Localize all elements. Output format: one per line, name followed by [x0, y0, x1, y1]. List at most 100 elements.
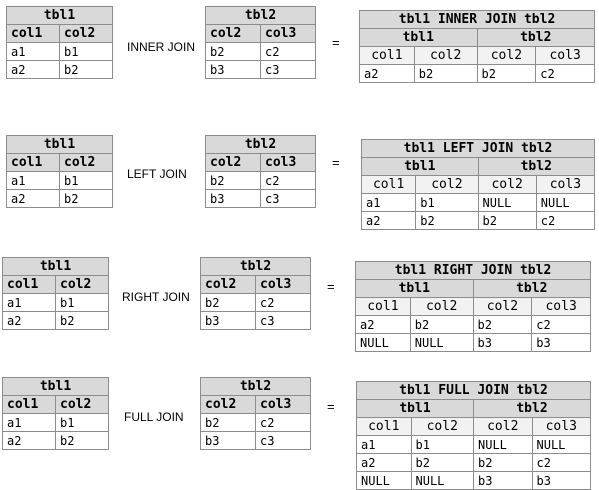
result-row: a2 b2 b2 c2 [359, 64, 596, 83]
result-row: a1 b1 NULL NULL [356, 435, 592, 454]
tbl1-title: tbl1 [6, 6, 113, 25]
result-group-header: tbl1 [355, 279, 474, 298]
result-group-header: tbl1 [359, 28, 478, 47]
result-column-header: col2 [409, 297, 474, 316]
table-cell: b2 [200, 293, 256, 312]
tbl2-row: b3 c3 [200, 311, 311, 330]
join-type-label: LEFT JOIN [127, 167, 187, 181]
result-column-header: col3 [535, 175, 596, 194]
tbl1-column-header: col1 [2, 395, 56, 414]
table-cell: c2 [260, 42, 316, 61]
result-row: a2 b2 b2 c2 [360, 211, 596, 230]
tbl2-table: tbl2 col2 col3 b2 c2 b3 c3 [205, 135, 316, 208]
table-cell: b1 [59, 171, 113, 190]
table-cell: a2 [355, 315, 411, 334]
table-cell: b2 [410, 453, 474, 472]
result-title: tbl1 RIGHT JOIN tbl2 [354, 261, 592, 280]
table-cell: a2 [2, 431, 56, 450]
table-cell: b2 [409, 315, 474, 334]
result-row: a2 b2 b2 c2 [355, 315, 592, 334]
table-cell: b2 [473, 453, 533, 472]
result-column-header: col3 [531, 297, 592, 316]
table-cell: c2 [260, 171, 316, 190]
result-column-header: col2 [415, 175, 479, 194]
tbl2-column-header: col3 [260, 24, 316, 43]
tbl1-table: tbl1 col1 col2 a1 b1 a2 b2 [6, 135, 113, 208]
table-cell: b2 [200, 413, 256, 432]
result-column-header: col2 [410, 417, 474, 436]
tbl2-row: b3 c3 [200, 431, 311, 450]
result-table: tbl1 LEFT JOIN tbl2 tbl1 tbl2 col1 col2 col2 c… [360, 139, 596, 230]
tbl1-column-header: col2 [59, 153, 113, 172]
result-row: a1 b1 NULL NULL [360, 193, 596, 212]
result-group-header: tbl2 [472, 399, 592, 418]
tbl2-column-header: col3 [255, 395, 311, 414]
tbl1-table: tbl1 col1 col2 a1 b1 a2 b2 [6, 6, 113, 79]
equals-sign: = [327, 279, 335, 294]
tbl1-table: tbl1 col1 col2 a1 b1 a2 b2 [2, 377, 109, 450]
table-cell: NULL [409, 333, 474, 352]
result-title: tbl1 LEFT JOIN tbl2 [360, 139, 596, 158]
tbl1-row: a1 b1 [6, 171, 113, 190]
table-cell: a2 [359, 64, 415, 83]
table-cell: a1 [360, 193, 417, 212]
result-row: NULL NULL b3 b3 [356, 471, 592, 490]
result-column-header: col1 [355, 297, 411, 316]
tbl1-column-header: col2 [55, 275, 109, 294]
tbl2-row: b3 c3 [205, 189, 316, 208]
join-type-label: RIGHT JOIN [122, 290, 190, 304]
tbl2-title: tbl2 [200, 377, 311, 396]
table-cell: b3 [531, 471, 592, 490]
table-cell: b2 [55, 431, 109, 450]
table-cell: c2 [535, 64, 596, 83]
table-cell: b1 [410, 435, 474, 454]
result-group-header: tbl2 [476, 28, 596, 47]
table-cell: b1 [59, 42, 113, 61]
result-group-header: tbl1 [356, 399, 474, 418]
tbl2-column-header: col3 [260, 153, 316, 172]
equals-sign: = [327, 399, 335, 414]
table-cell: c2 [535, 211, 596, 230]
table-cell: b3 [531, 333, 592, 352]
tbl2-column-header: col2 [200, 275, 256, 294]
tbl1-row: a1 b1 [2, 413, 109, 432]
table-cell: b1 [415, 193, 479, 212]
result-group-header: tbl2 [477, 157, 596, 176]
table-cell: b3 [473, 471, 533, 490]
tbl1-row: a2 b2 [2, 311, 109, 330]
join-type-label: FULL JOIN [124, 410, 184, 424]
tbl2-row: b3 c3 [205, 60, 316, 79]
tbl1-column-header: col2 [55, 395, 109, 414]
table-cell: c2 [531, 315, 592, 334]
table-cell: b2 [476, 64, 537, 83]
tbl1-title: tbl1 [2, 257, 109, 276]
table-cell: NULL [477, 193, 537, 212]
result-table: tbl1 RIGHT JOIN tbl2 tbl1 tbl2 col1 col2 col2… [354, 261, 592, 352]
result-title: tbl1 FULL JOIN tbl2 [355, 381, 592, 400]
tbl1-column-header: col1 [6, 153, 60, 172]
result-group-header: tbl1 [361, 157, 479, 176]
table-cell: b3 [200, 431, 256, 450]
table-cell: c3 [260, 60, 316, 79]
tbl2-column-header: col2 [205, 24, 261, 43]
tbl1-column-header: col1 [6, 24, 60, 43]
result-column-header: col2 [472, 297, 533, 316]
tbl1-row: a1 b1 [2, 293, 109, 312]
table-cell: a1 [6, 42, 60, 61]
tbl2-title: tbl2 [205, 6, 316, 25]
tbl1-row: a2 b2 [6, 60, 113, 79]
table-cell: c3 [255, 311, 311, 330]
table-cell: c2 [531, 453, 592, 472]
join-type-label: INNER JOIN [127, 40, 196, 54]
table-cell: b2 [55, 311, 109, 330]
result-column-header: col2 [477, 175, 537, 194]
table-cell: b2 [415, 211, 479, 230]
result-group-header: tbl2 [472, 279, 592, 298]
table-cell: b3 [205, 189, 261, 208]
table-cell: NULL [531, 435, 592, 454]
result-column-header: col2 [413, 46, 478, 65]
result-column-header: col3 [535, 46, 596, 65]
table-cell: c3 [260, 189, 316, 208]
tbl2-title: tbl2 [205, 135, 316, 154]
tbl2-title: tbl2 [200, 257, 311, 276]
